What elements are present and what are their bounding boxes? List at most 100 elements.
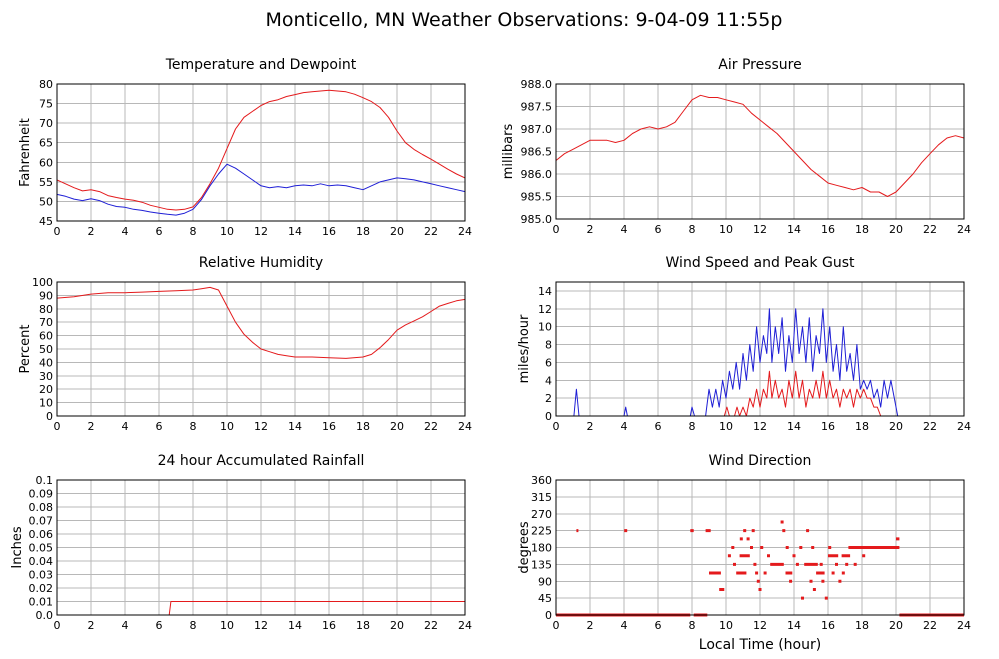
x-tick-label: 10 bbox=[220, 420, 234, 433]
data-point bbox=[758, 588, 762, 591]
x-tick-label: 20 bbox=[889, 223, 903, 236]
marker-run bbox=[896, 537, 900, 541]
data-point bbox=[828, 546, 832, 549]
chart-title: Relative Humidity bbox=[199, 255, 323, 271]
series-line-0 bbox=[555, 94, 965, 197]
x-tick-label: 24 bbox=[458, 225, 472, 238]
plot-frame bbox=[56, 281, 466, 417]
y-tick-label: 0.1 bbox=[36, 474, 54, 487]
y-tick-label: 8 bbox=[545, 339, 552, 352]
x-tick-label: 0 bbox=[553, 619, 560, 632]
x-tick-label: 20 bbox=[889, 420, 903, 433]
y-tick-label: 987.5 bbox=[521, 101, 553, 114]
x-tick-label: 16 bbox=[821, 223, 835, 236]
x-tick-label: 12 bbox=[753, 619, 767, 632]
data-point bbox=[755, 571, 759, 575]
x-tick-label: 4 bbox=[122, 420, 129, 433]
x-tick-label: 2 bbox=[587, 619, 594, 632]
x-tick-label: 6 bbox=[156, 225, 163, 238]
data-point bbox=[809, 579, 813, 583]
y-tick-label: 270 bbox=[531, 508, 552, 521]
x-tick-label: 20 bbox=[390, 225, 404, 238]
y-tick-label: 70 bbox=[39, 117, 53, 130]
y-tick-label: 40 bbox=[39, 356, 53, 369]
y-tick-label: 987.0 bbox=[521, 123, 553, 136]
x-tick-label: 6 bbox=[655, 223, 662, 236]
x-tick-label: 8 bbox=[190, 225, 197, 238]
y-tick-label: 0.09 bbox=[29, 488, 54, 501]
data-point bbox=[746, 537, 750, 541]
marker-run bbox=[705, 529, 711, 533]
x-tick-label: 4 bbox=[621, 619, 628, 632]
x-tick-label: 0 bbox=[54, 619, 61, 632]
x-tick-label: 16 bbox=[322, 619, 336, 632]
data-point bbox=[785, 546, 789, 549]
data-point bbox=[806, 529, 810, 533]
data-point bbox=[751, 529, 755, 533]
x-tick-label: 14 bbox=[787, 619, 801, 632]
marker-run bbox=[828, 554, 839, 558]
y-tick-label: 14 bbox=[538, 285, 552, 298]
y-axis-label: Inches bbox=[10, 526, 25, 568]
chart-title: Wind Speed and Peak Gust bbox=[666, 255, 855, 271]
y-tick-label: 985.5 bbox=[521, 191, 553, 204]
x-tick-label: 8 bbox=[689, 420, 696, 433]
y-tick-label: 0.0 bbox=[36, 609, 54, 622]
x-tick-label: 20 bbox=[889, 619, 903, 632]
data-point bbox=[763, 571, 767, 575]
x-tick-label: 24 bbox=[458, 420, 472, 433]
y-tick-label: 50 bbox=[39, 195, 53, 208]
x-tick-label: 0 bbox=[553, 223, 560, 236]
marker-run bbox=[690, 529, 694, 533]
x-tick-label: 0 bbox=[54, 225, 61, 238]
marker-run bbox=[709, 571, 721, 575]
series-line-0 bbox=[56, 286, 466, 359]
series-line-0 bbox=[56, 89, 466, 211]
chart-title: Wind Direction bbox=[709, 453, 812, 469]
y-axis-label: miles/hour bbox=[517, 314, 532, 383]
x-tick-label: 20 bbox=[390, 420, 404, 433]
marker-run bbox=[576, 529, 579, 533]
x-tick-label: 16 bbox=[322, 420, 336, 433]
x-tick-label: 2 bbox=[88, 420, 95, 433]
x-tick-label: 2 bbox=[587, 223, 594, 236]
x-tick-label: 22 bbox=[424, 225, 438, 238]
x-tick-label: 24 bbox=[957, 420, 971, 433]
x-tick-label: 14 bbox=[288, 420, 302, 433]
data-point bbox=[862, 554, 866, 558]
plot-frame bbox=[56, 83, 466, 222]
data-point bbox=[727, 554, 731, 558]
x-tick-label: 18 bbox=[356, 225, 370, 238]
x-tick-label: 4 bbox=[621, 223, 628, 236]
data-point bbox=[767, 554, 770, 558]
marker-run bbox=[785, 571, 793, 575]
marker-run bbox=[719, 588, 725, 591]
y-tick-label: 988.0 bbox=[521, 78, 553, 91]
x-tick-label: 8 bbox=[689, 223, 696, 236]
y-tick-label: 70 bbox=[39, 316, 53, 329]
y-tick-label: 985.0 bbox=[521, 213, 553, 226]
data-point bbox=[819, 562, 823, 566]
data-point bbox=[756, 579, 760, 583]
marker-run bbox=[739, 554, 750, 558]
plot-frame bbox=[555, 281, 965, 417]
x-tick-label: 10 bbox=[220, 619, 234, 632]
marker-run bbox=[736, 571, 747, 575]
y-axis-label: Percent bbox=[18, 325, 33, 374]
x-tick-label: 2 bbox=[587, 420, 594, 433]
x-tick-label: 24 bbox=[957, 619, 971, 632]
data-point bbox=[760, 546, 764, 549]
plot-frame bbox=[555, 479, 965, 616]
x-tick-label: 22 bbox=[923, 420, 937, 433]
chart-title: Air Pressure bbox=[718, 57, 801, 73]
y-axis-label: degrees bbox=[517, 521, 532, 574]
y-tick-label: 90 bbox=[538, 575, 552, 588]
y-tick-label: 0 bbox=[46, 410, 53, 423]
data-point bbox=[743, 529, 747, 533]
x-tick-label: 6 bbox=[156, 420, 163, 433]
data-point bbox=[799, 546, 803, 549]
